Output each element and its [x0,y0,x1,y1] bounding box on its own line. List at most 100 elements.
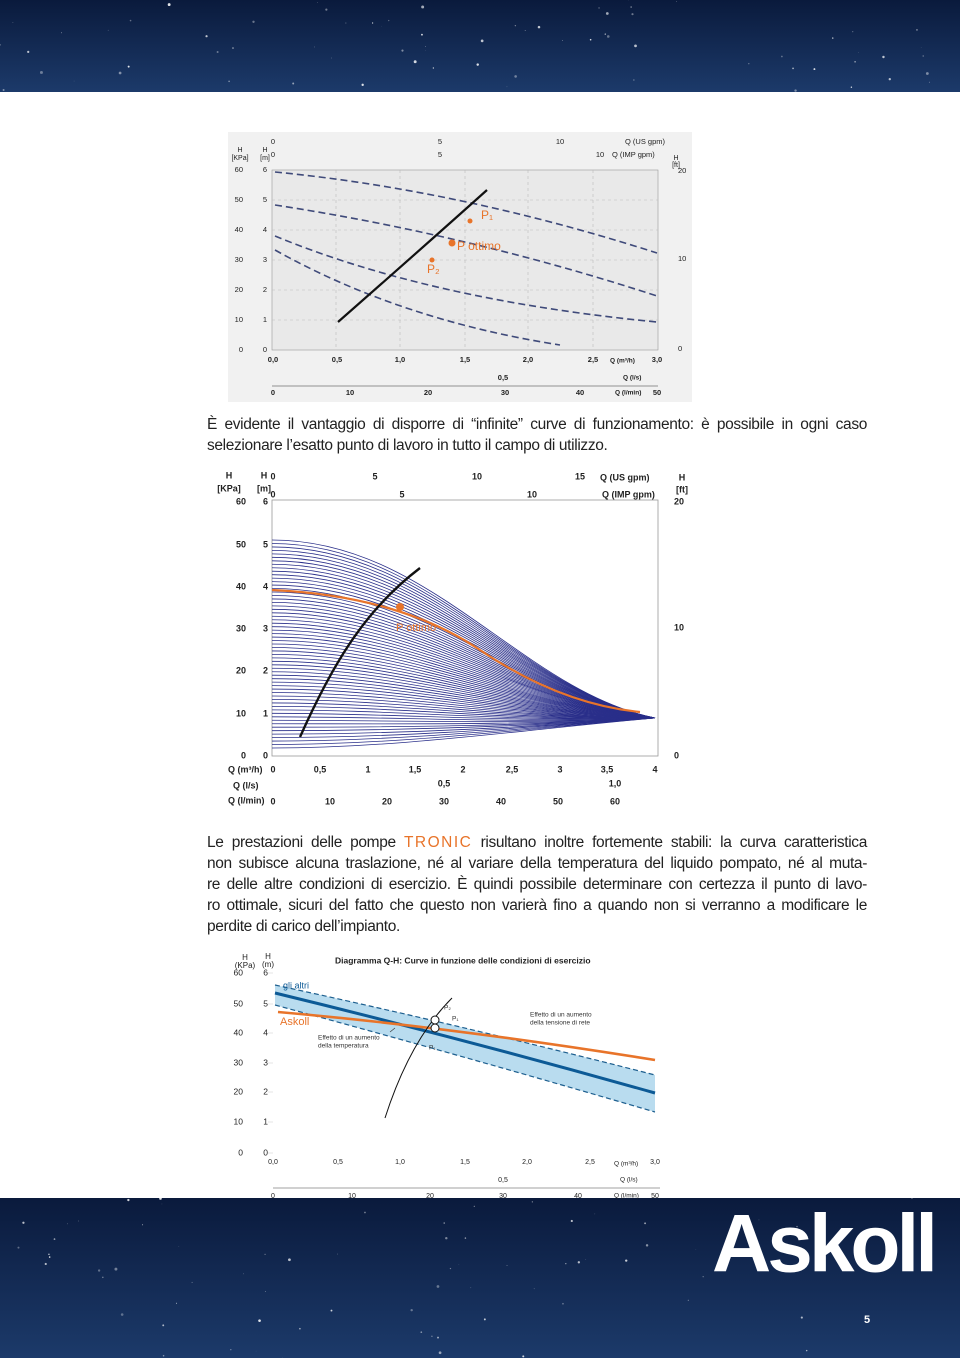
star [44,1262,47,1266]
axis-label: 1 [263,1116,268,1126]
star [589,38,592,41]
axis-label: 30 [235,255,243,264]
axis-label: 30 [501,388,509,397]
point [467,218,473,224]
point-label: P₁ [481,208,493,222]
star [514,75,517,78]
optimum-point [396,603,404,611]
star [792,67,794,70]
star [161,1203,163,1205]
point-label: P₂ [427,262,440,276]
figure1-curves [274,171,658,346]
star [330,1309,333,1312]
star [634,44,637,48]
star [605,12,609,15]
star [805,1349,808,1352]
axis-label: 50 [653,388,661,397]
curve [274,235,658,323]
star [533,1288,535,1290]
note: Effetto di un aumento [318,1035,380,1042]
axis-label: 0 [271,388,275,397]
star [644,1222,647,1225]
axis-label: 1,0 [609,778,622,788]
axis-label: 30 [234,1057,244,1067]
axis-label: 3 [263,1057,268,1067]
axis-label: 6 [263,165,267,174]
star [570,1219,573,1223]
axis-label: Q (l/min) [615,390,641,397]
axis-label: 3 [557,764,562,774]
axis-label: 50 [651,1193,659,1200]
star [228,80,230,83]
pump-curve [272,667,656,719]
star [97,1269,101,1272]
band-edge [274,1004,656,1113]
axis-label: 2,5 [588,355,598,364]
bottom-band [0,1198,960,1358]
optimum-curve [271,588,641,714]
star [162,1354,165,1357]
axis-label: Q (l/min) [614,1193,639,1200]
star [437,1336,439,1339]
axis-label: 60 [236,496,246,506]
star [314,46,316,48]
text: risultano inoltre fortemente stabili: la… [480,834,868,851]
axis-label: 5 [399,489,404,499]
star [61,32,63,34]
star [604,33,606,35]
star [317,2,318,3]
axis-label: 10 [472,471,482,481]
star [243,1273,244,1275]
axis-label: [KPa] [231,155,248,162]
axis-label: Q (IMP gpm) [602,489,655,499]
pump-curve [272,660,656,719]
axis-label: [ft] [672,162,680,169]
axis-label: 50 [236,539,246,549]
axis-label: 1,5 [409,764,422,774]
text-line: re delle altre condizioni di esercizio. … [207,876,867,893]
askoll-curve [277,1010,656,1062]
star [205,35,208,38]
curve [274,249,561,346]
axis-label: 0,5 [438,778,451,788]
system-curve [337,189,488,323]
axis-label: H [673,155,678,162]
axis-label: 0 [270,471,275,481]
star [337,1253,338,1255]
axis-label: 10 [678,254,686,263]
axis-label: 5 [263,998,268,1008]
system-curve [384,997,453,1119]
star [107,29,109,31]
star [127,65,130,68]
star [888,77,891,81]
star [230,1349,232,1351]
text: Le prestazioni delle pompe [207,834,396,851]
pump-curve [272,654,656,719]
star [330,57,332,59]
axis-label: 3,0 [650,1159,660,1166]
axis-label: H [265,952,271,961]
page-number: 5 [864,1314,870,1326]
axis-label: 20 [678,166,686,175]
axis-label: H [237,147,242,154]
star [625,1259,628,1262]
axis-label: 10 [325,796,335,806]
star [292,82,295,85]
star [758,1219,760,1221]
star [0,44,1,46]
axis-label: 50 [553,796,563,806]
axis-label: 1,0 [395,355,405,364]
note: Effetto di un aumento [530,1012,592,1019]
axis-label: 6 [263,967,268,977]
axis-label: 1,5 [460,1159,470,1166]
star [522,1355,525,1358]
axis-label: 20 [674,496,684,506]
point-label: P₁ [452,1016,459,1023]
axis-label: [m] [257,483,271,493]
axis-label: 1 [263,315,267,324]
axis-label: 0 [263,1147,268,1157]
star [537,25,541,29]
axis-label: 20 [424,388,432,397]
